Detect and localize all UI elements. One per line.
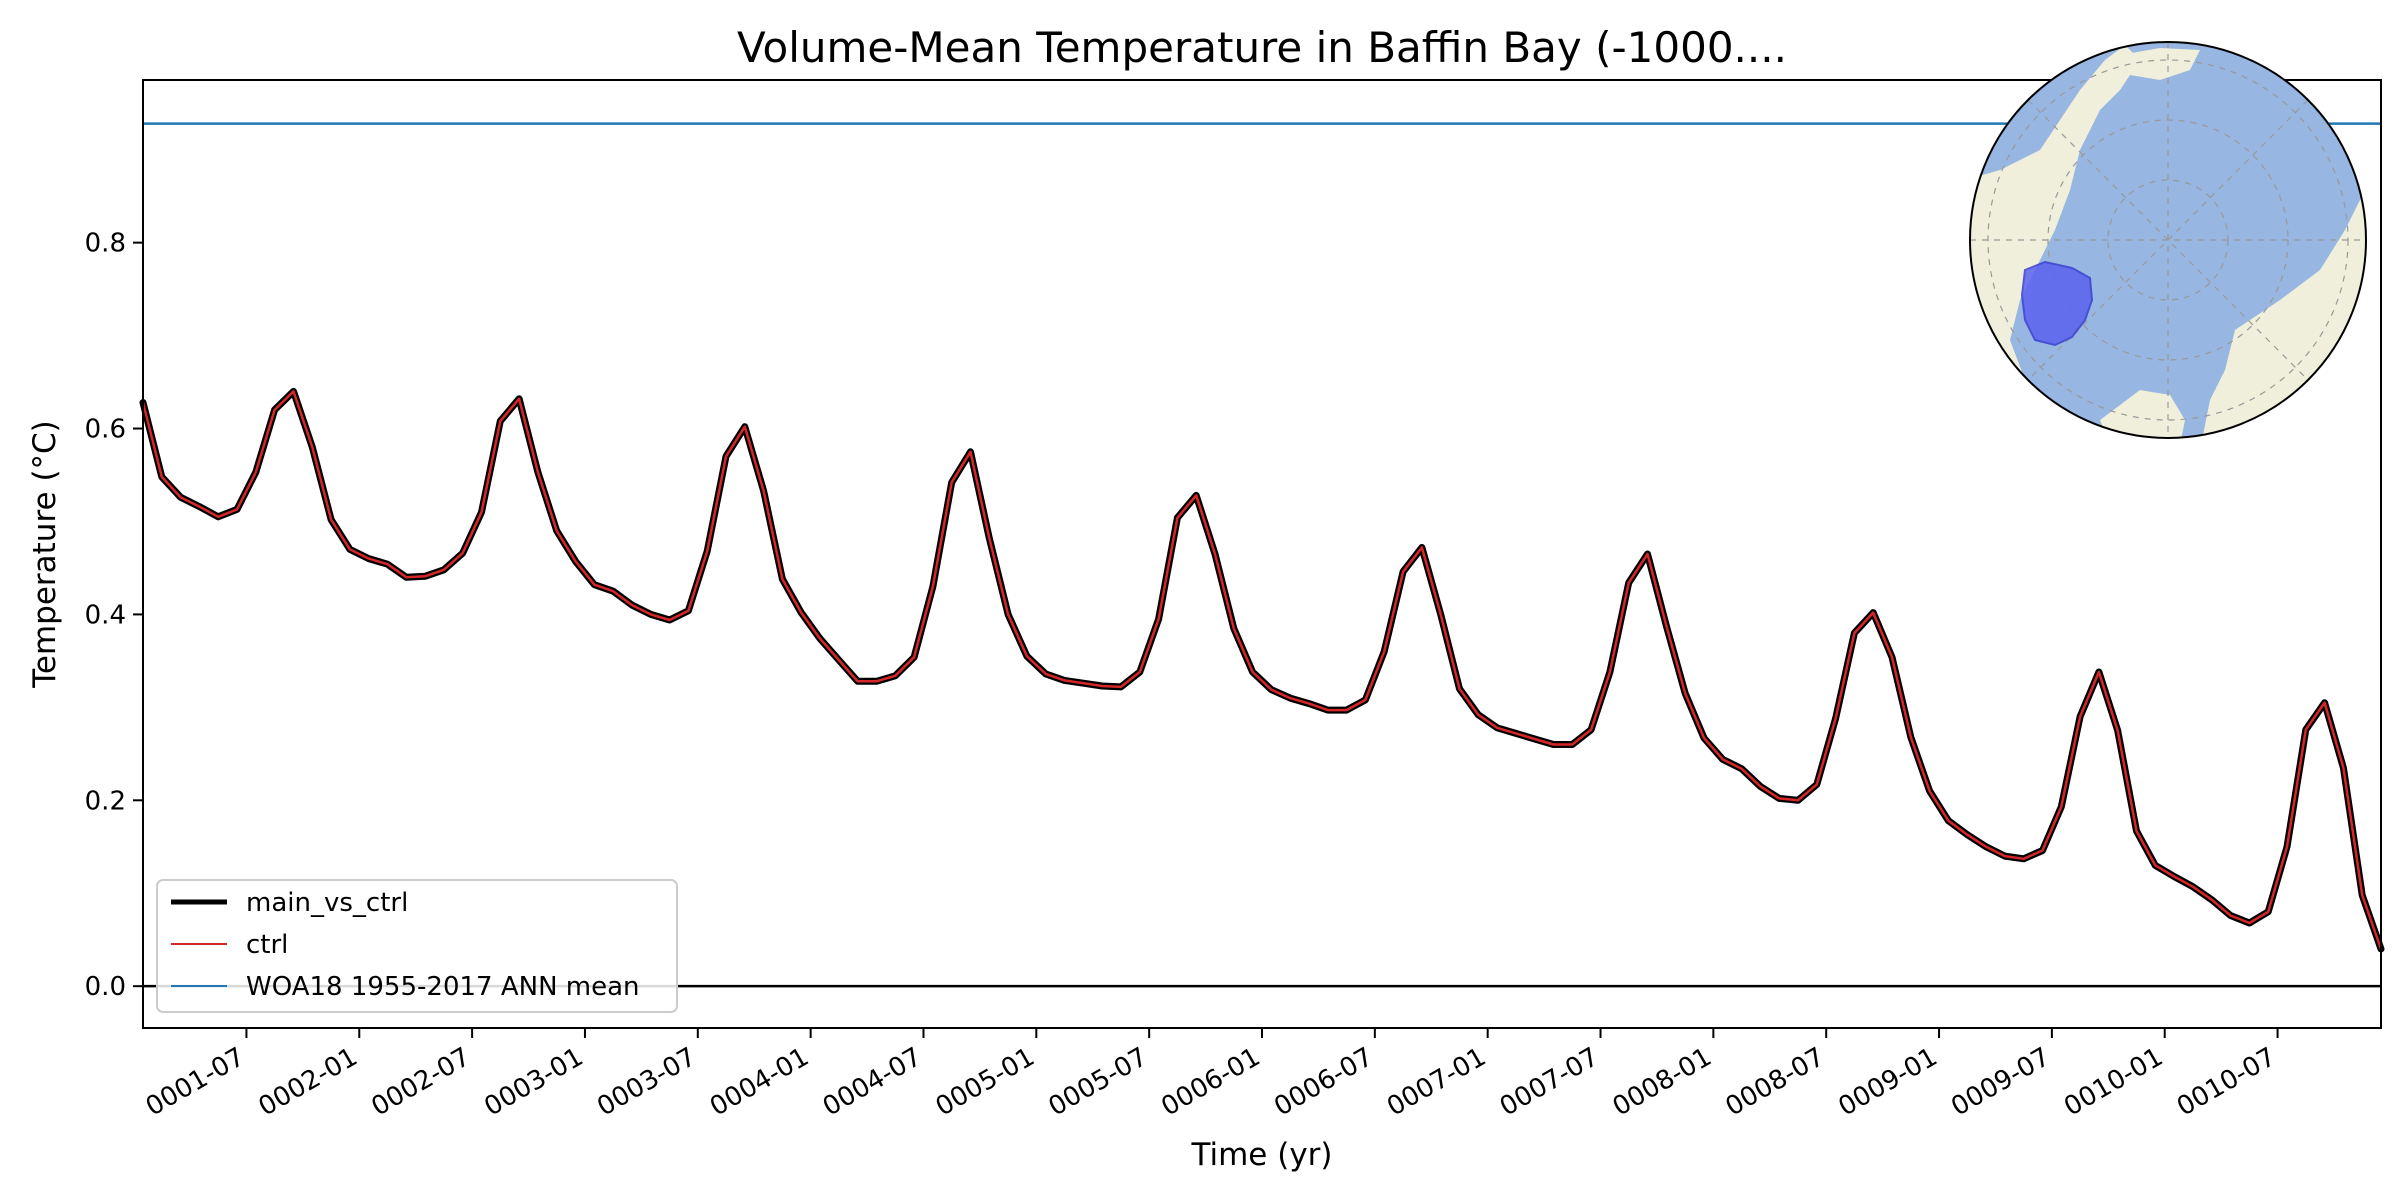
- baffin-bay-region: [2020, 260, 2094, 347]
- y-tick-label: 0.8: [85, 229, 126, 259]
- x-tick-label: 0008-01: [1608, 1042, 1717, 1122]
- x-tick-label: 0004-07: [818, 1042, 927, 1122]
- map-land-greenland-north: [2120, 48, 2200, 80]
- legend-label-woa18: WOA18 1955-2017 ANN mean: [246, 972, 640, 1002]
- y-tick-label: 0.6: [85, 415, 126, 445]
- legend: main_vs_ctrl ctrl WOA18 1955-2017 ANN me…: [156, 879, 678, 1013]
- x-tick-label: 0005-07: [1044, 1042, 1153, 1122]
- x-tick-label: 0005-01: [931, 1042, 1040, 1122]
- legend-label-ctrl: ctrl: [246, 930, 288, 960]
- map-land-north-america: [1970, 45, 2140, 438]
- x-tick-label: 0003-01: [479, 1042, 588, 1122]
- x-tick-label: 0002-07: [367, 1042, 476, 1122]
- map-land-scandinavia: [2100, 390, 2185, 438]
- y-tick-label: 0.4: [85, 600, 126, 630]
- chart-title: Volume-Mean Temperature in Baffin Bay (-…: [737, 23, 1787, 72]
- x-tick-label: 0006-01: [1156, 1042, 1265, 1122]
- series-line-ctrl: [141, 390, 2383, 951]
- x-axis-label: Time (yr): [1191, 1137, 1333, 1173]
- x-tick-label: 0004-01: [705, 1042, 814, 1122]
- x-tick-label: 0001-07: [141, 1042, 250, 1122]
- x-tick-label: 0010-01: [2059, 1042, 2168, 1122]
- x-tick-label: 0002-01: [254, 1042, 363, 1122]
- x-tick-label: 0007-01: [1382, 1042, 1491, 1122]
- x-tick-label: 0010-07: [2172, 1042, 2281, 1122]
- y-axis: 0.0 0.2 0.4 0.6 0.8: [85, 229, 143, 1002]
- legend-box: [156, 879, 678, 1013]
- x-tick-label: 0008-07: [1721, 1042, 1830, 1122]
- y-tick-label: 0.2: [85, 786, 126, 816]
- x-tick-label: 0009-01: [1833, 1042, 1942, 1122]
- x-tick-label: 0009-07: [1946, 1042, 2055, 1122]
- x-tick-label: 0007-07: [1495, 1042, 1604, 1122]
- legend-label-main-vs-ctrl: main_vs_ctrl: [246, 888, 408, 918]
- y-tick-label: 0.0: [85, 972, 126, 1002]
- x-tick-label: 0003-07: [592, 1042, 701, 1122]
- x-axis: 0001-07 0002-01 0002-07 0003-01 0003-07 0004-…: [141, 1028, 2281, 1122]
- map-border: [1969, 41, 2367, 439]
- y-axis-label: Temperature (°C): [27, 420, 63, 689]
- x-tick-label: 0006-07: [1269, 1042, 1378, 1122]
